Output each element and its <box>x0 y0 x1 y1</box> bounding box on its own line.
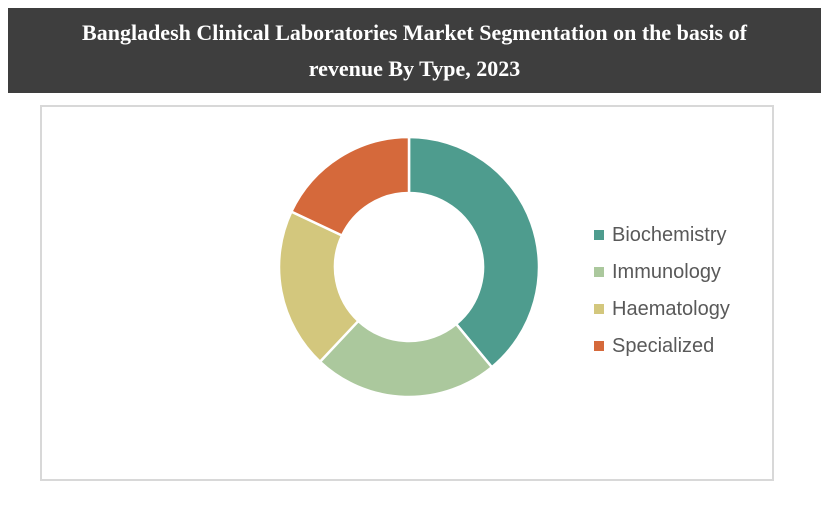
donut-slice-immunology <box>318 319 494 399</box>
legend-item-biochemistry: Biochemistry <box>594 222 730 248</box>
legend-label: Immunology <box>612 260 721 283</box>
legend-item-specialized: Specialized <box>594 333 730 359</box>
donut-slice-haematology <box>277 209 361 364</box>
legend-swatch-icon <box>594 341 604 351</box>
donut-chart <box>277 135 541 399</box>
chart-title-banner: Bangladesh Clinical Laboratories Market … <box>8 8 821 93</box>
chart-title-line-1: Bangladesh Clinical Laboratories Market … <box>82 19 747 45</box>
chart-panel: Biochemistry Immunology Haematology Special… <box>40 105 774 481</box>
legend-item-immunology: Immunology <box>594 259 730 285</box>
donut-slice-specialized <box>289 135 411 238</box>
legend: Biochemistry Immunology Haematology Special… <box>594 222 730 359</box>
chart-title-line-2: revenue By Type, 2023 <box>308 55 521 81</box>
legend-label: Biochemistry <box>612 223 727 246</box>
legend-swatch-icon <box>594 230 604 240</box>
legend-swatch-icon <box>594 267 604 277</box>
legend-item-haematology: Haematology <box>594 296 730 322</box>
legend-label: Specialized <box>612 334 715 357</box>
legend-swatch-icon <box>594 304 604 314</box>
legend-label: Haematology <box>612 297 730 320</box>
donut-slice-biochemistry <box>407 135 541 369</box>
